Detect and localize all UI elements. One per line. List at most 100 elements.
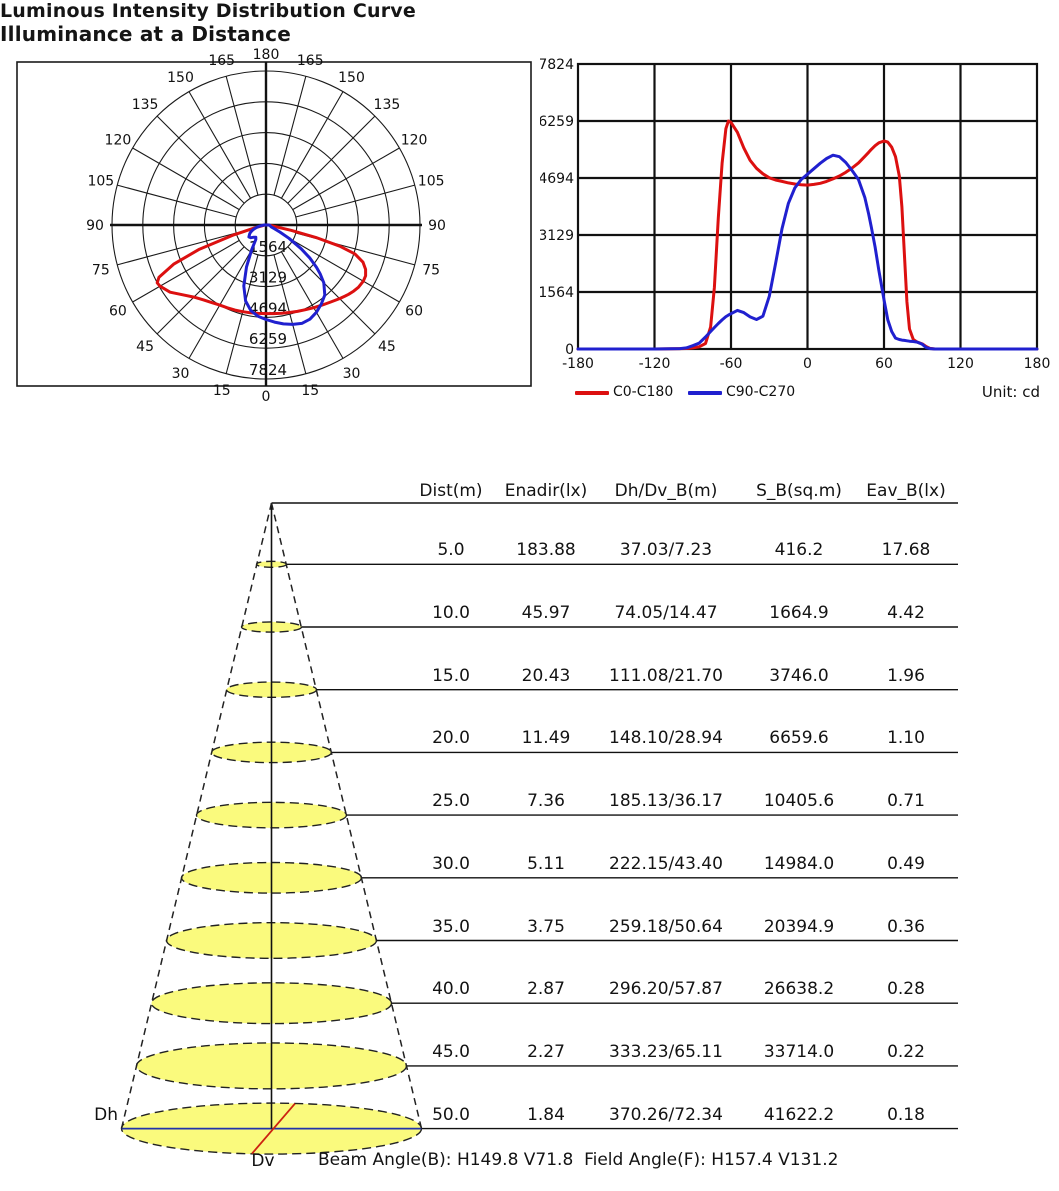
table-cell: 30.0	[432, 853, 470, 874]
table-header-cell: Enadir(lx)	[504, 481, 588, 501]
table-cell: 333.23/65.11	[609, 1041, 723, 1062]
table-cell: 14984.0	[763, 853, 835, 874]
table-cell: 5.11	[527, 853, 565, 874]
table-cell: 1664.9	[769, 603, 829, 623]
table-cell: 50.0	[432, 1104, 470, 1125]
svg-text:75: 75	[92, 262, 110, 278]
table-cell: 0.22	[887, 1041, 925, 1062]
svg-text:60: 60	[405, 304, 423, 320]
polar-grid	[16, 61, 532, 387]
table-cell: 1.10	[887, 728, 925, 749]
table-cell: 37.03/7.23	[619, 540, 713, 561]
table-cell: 1.96	[887, 665, 925, 686]
table-cell: 183.88	[516, 540, 576, 561]
svg-text:30: 30	[343, 366, 361, 382]
legend-label-c90: C90-C270	[726, 384, 796, 400]
svg-text:60: 60	[875, 356, 893, 372]
table-cell: 111.08/21.70	[609, 665, 723, 686]
table-cell: 2.27	[527, 1041, 565, 1062]
svg-text:-60: -60	[720, 356, 743, 372]
svg-text:120: 120	[401, 133, 428, 149]
polar-chart-title: Luminous Intensity Distribution Curve	[0, 0, 416, 22]
svg-text:15: 15	[301, 383, 319, 399]
table-header-cell: Eav_B(lx)	[866, 481, 946, 501]
svg-text:6259: 6259	[540, 114, 574, 130]
dh-axis-label: Dh	[94, 1105, 118, 1125]
table-cell: 370.26/72.34	[609, 1104, 723, 1125]
svg-text:105: 105	[418, 174, 445, 190]
cone-lines	[120, 502, 958, 1155]
svg-text:45: 45	[136, 339, 154, 355]
table-cell: 11.49	[521, 728, 571, 749]
table-cell: 15.0	[432, 665, 470, 686]
svg-text:0: 0	[803, 356, 812, 372]
svg-text:0: 0	[262, 389, 271, 405]
table-cell: 74.05/14.47	[614, 603, 718, 623]
table-cell: 222.15/43.40	[609, 853, 723, 874]
dv-axis-line	[251, 1103, 296, 1155]
legend-swatch-c90	[688, 391, 722, 395]
svg-text:6259: 6259	[249, 330, 287, 348]
svg-text:90: 90	[428, 218, 446, 234]
table-cell: 17.68	[881, 540, 931, 561]
table-cell: 45.0	[432, 1041, 470, 1062]
svg-text:60: 60	[109, 304, 127, 320]
unit-label: Unit: cd	[981, 383, 1040, 401]
table-cell: 0.49	[887, 853, 925, 874]
svg-text:165: 165	[208, 53, 235, 69]
svg-text:105: 105	[87, 174, 114, 190]
svg-text:7824: 7824	[249, 361, 287, 379]
polar-curve-c0-c180	[155, 223, 368, 316]
svg-text:3129: 3129	[249, 269, 287, 287]
table-cell: 40.0	[432, 979, 470, 1000]
table-header-cell: Dist(m)	[419, 481, 483, 501]
table-cell: 0.36	[887, 916, 925, 937]
svg-text:0: 0	[565, 342, 574, 358]
polar-distribution-chart: 0 15 15 30 30 45 45 60 60 75 75 90 90 105 105 120 120 135…	[16, 47, 532, 405]
svg-text:-180: -180	[562, 356, 594, 372]
svg-text:1564: 1564	[249, 238, 287, 256]
table-cell: 4.42	[887, 603, 925, 623]
table-cell: 0.18	[887, 1104, 925, 1125]
table-cell: 2.87	[527, 979, 565, 1000]
table-cell: 259.18/50.64	[609, 916, 723, 937]
svg-text:150: 150	[338, 70, 365, 86]
cartesian-grid	[576, 62, 1039, 351]
svg-text:-120: -120	[639, 356, 671, 372]
beam-angle-footer: Beam Angle(B): H149.8 V71.8 Field Angle(…	[318, 1150, 839, 1170]
svg-text:7824: 7824	[540, 57, 574, 73]
table-cell: 416.2	[774, 540, 824, 561]
table-cell: 26638.2	[763, 979, 835, 1000]
legend-label-c0: C0-C180	[613, 384, 674, 400]
svg-text:90: 90	[86, 218, 104, 234]
cartesian-y-tick-labels: 0 1564 3129 4694 6259 7824	[540, 57, 574, 358]
polar-angle-labels: 0 15 15 30 30 45 45 60 60 75 75 90 90 105 105 120 120 135…	[86, 47, 446, 405]
svg-text:120: 120	[947, 356, 974, 372]
svg-text:120: 120	[105, 133, 132, 149]
table-cell: 41622.2	[763, 1104, 835, 1125]
table-cell: 6659.6	[769, 728, 829, 749]
table-cell: 5.0	[437, 540, 465, 561]
svg-text:135: 135	[374, 97, 401, 113]
table-cell: 1.84	[527, 1104, 565, 1125]
cartesian-curve-c90-c270	[576, 153, 1039, 351]
table-cell: 0.71	[887, 791, 925, 812]
table-cell: 33714.0	[763, 1041, 835, 1062]
svg-text:180: 180	[253, 47, 280, 63]
table-cell: 185.13/36.17	[609, 791, 723, 812]
table-cell: 3746.0	[769, 665, 829, 686]
table-header-cell: S_B(sq.m)	[756, 481, 842, 501]
table-cell: 3.75	[527, 916, 565, 937]
polar-curve-c90-c270	[242, 223, 327, 326]
svg-text:1564: 1564	[540, 285, 574, 301]
dv-axis-label: Dv	[251, 1151, 275, 1171]
table-cell: 7.36	[527, 791, 565, 812]
cartesian-curve-c0-c180	[576, 119, 1039, 351]
svg-text:75: 75	[422, 262, 440, 278]
svg-text:165: 165	[297, 53, 324, 69]
svg-text:15: 15	[213, 383, 231, 399]
illuminance-cone-diagram	[120, 502, 958, 1155]
table-cell: 148.10/28.94	[609, 728, 723, 749]
